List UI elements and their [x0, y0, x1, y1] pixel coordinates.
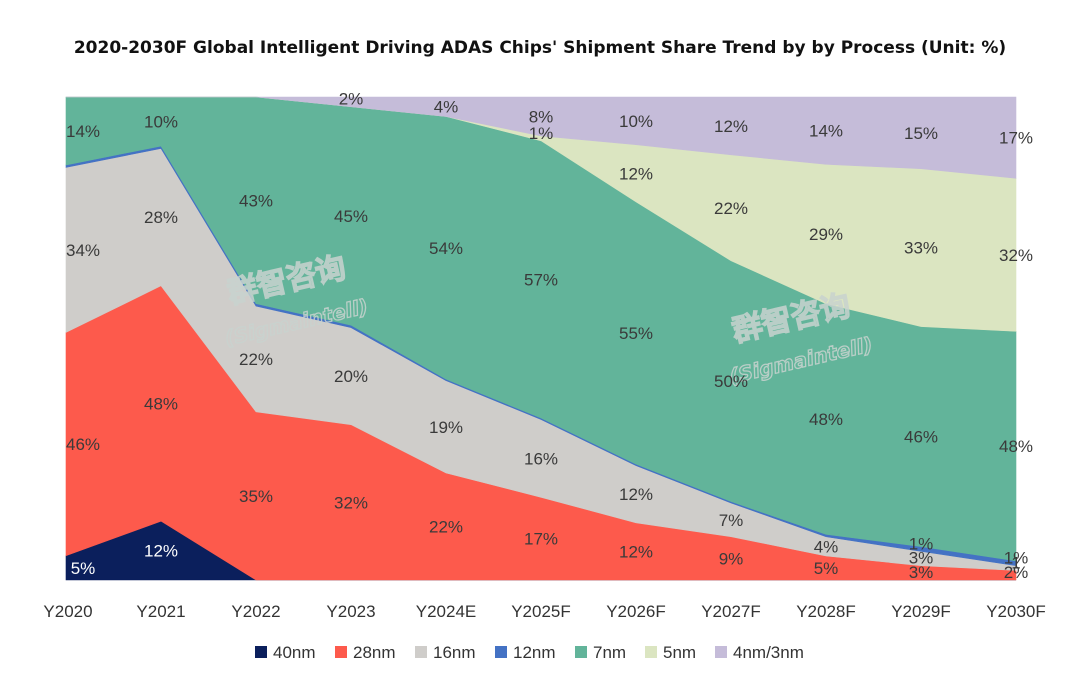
- data-label: 48%: [999, 437, 1033, 456]
- data-label: 46%: [66, 435, 100, 454]
- data-label: 12%: [619, 542, 653, 561]
- data-label: 12%: [144, 542, 178, 561]
- legend-item: 40nm: [255, 643, 316, 662]
- legend-swatch: [575, 646, 587, 658]
- legend-item: 5nm: [645, 643, 696, 662]
- data-label: 22%: [239, 350, 273, 369]
- data-label: 3%: [909, 549, 934, 568]
- data-label: 54%: [429, 239, 463, 258]
- data-label: 3%: [909, 563, 934, 582]
- x-tick-label: Y2027F: [701, 602, 761, 621]
- legend-item: 4nm/3nm: [715, 643, 804, 662]
- data-label: 4%: [434, 98, 459, 117]
- data-label: 45%: [334, 207, 368, 226]
- data-label: 55%: [619, 324, 653, 343]
- legend-item: 28nm: [335, 643, 396, 662]
- x-tick-label: Y2021: [136, 602, 185, 621]
- x-tick-label: Y2030F: [986, 602, 1046, 621]
- data-label: 28%: [144, 208, 178, 227]
- legend-item: 12nm: [495, 643, 556, 662]
- legend-label: 4nm/3nm: [733, 643, 804, 662]
- data-label: 12%: [714, 117, 748, 136]
- data-label: 46%: [904, 428, 938, 447]
- data-label: 20%: [334, 367, 368, 386]
- data-label: 17%: [524, 530, 558, 549]
- plot-areas: [65, 96, 1017, 581]
- data-label: 16%: [524, 449, 558, 468]
- data-label: 29%: [809, 225, 843, 244]
- data-label: 57%: [524, 270, 558, 289]
- legend-label: 12nm: [513, 643, 556, 662]
- data-label: 43%: [239, 191, 273, 210]
- legend-item: 7nm: [575, 643, 626, 662]
- legend-label: 16nm: [433, 643, 476, 662]
- legend-swatch: [645, 646, 657, 658]
- data-label: 35%: [239, 487, 273, 506]
- legend-swatch: [255, 646, 267, 658]
- x-tick-label: Y2022: [231, 602, 280, 621]
- data-label: 48%: [809, 410, 843, 429]
- legend-item: 16nm: [415, 643, 476, 662]
- legend-swatch: [715, 646, 727, 658]
- data-label: 12%: [619, 164, 653, 183]
- x-tick-label: Y2029F: [891, 602, 951, 621]
- x-axis-ticks: Y2020 Y2021 Y2022 Y2023 Y2024E Y2025F Y2026F Y2…: [43, 602, 1045, 621]
- x-tick-label: Y2028F: [796, 602, 856, 621]
- legend-label: 7nm: [593, 643, 626, 662]
- area-series-4nm-3nm: [66, 96, 1017, 179]
- data-label: 8%: [529, 108, 554, 127]
- x-tick-label: Y2025F: [511, 602, 571, 621]
- x-tick-label: Y2024E: [416, 602, 477, 621]
- data-label: 5%: [71, 559, 96, 578]
- data-label: 5%: [814, 559, 839, 578]
- data-label: 14%: [66, 122, 100, 141]
- data-label: 2%: [1004, 563, 1029, 582]
- x-tick-label: Y2023: [326, 602, 375, 621]
- data-label: 32%: [999, 246, 1033, 265]
- data-label: 50%: [714, 372, 748, 391]
- data-label: 1%: [909, 534, 934, 553]
- legend-swatch: [495, 646, 507, 658]
- data-label: 34%: [66, 241, 100, 260]
- x-tick-label: Y2026F: [606, 602, 666, 621]
- data-label: 14%: [809, 122, 843, 141]
- data-label: 15%: [904, 124, 938, 143]
- legend-label: 40nm: [273, 643, 316, 662]
- chart-title: 2020-2030F Global Intelligent Driving AD…: [74, 38, 1006, 58]
- data-label: 10%: [144, 113, 178, 132]
- data-label: 33%: [904, 239, 938, 258]
- data-label: 19%: [429, 418, 463, 437]
- data-label: 9%: [719, 549, 744, 568]
- legend: 40nm 28nm 16nm 12nm 7nm 5nm 4nm/3nm: [255, 643, 804, 662]
- legend-swatch: [415, 646, 427, 658]
- legend-label: 28nm: [353, 643, 396, 662]
- data-label: 1%: [529, 124, 554, 143]
- data-label: 7%: [719, 511, 744, 530]
- data-label: 12%: [619, 485, 653, 504]
- data-label: 32%: [334, 493, 368, 512]
- data-label: 22%: [429, 518, 463, 537]
- legend-label: 5nm: [663, 643, 696, 662]
- data-label: 48%: [144, 395, 178, 414]
- data-label: 10%: [619, 112, 653, 131]
- data-label: 1%: [1004, 549, 1029, 568]
- legend-swatch: [335, 646, 347, 658]
- data-label: 2%: [339, 90, 364, 109]
- x-tick-label: Y2020: [43, 602, 92, 621]
- data-labels: 5%12%46%48%35% 32%22%17%12% 9%5% 3% 2%34%28%…: [66, 90, 1033, 582]
- data-label: 4%: [814, 537, 839, 556]
- data-label: 22%: [714, 199, 748, 218]
- data-label: 1: [1011, 553, 1020, 572]
- data-label: 17%: [999, 129, 1033, 148]
